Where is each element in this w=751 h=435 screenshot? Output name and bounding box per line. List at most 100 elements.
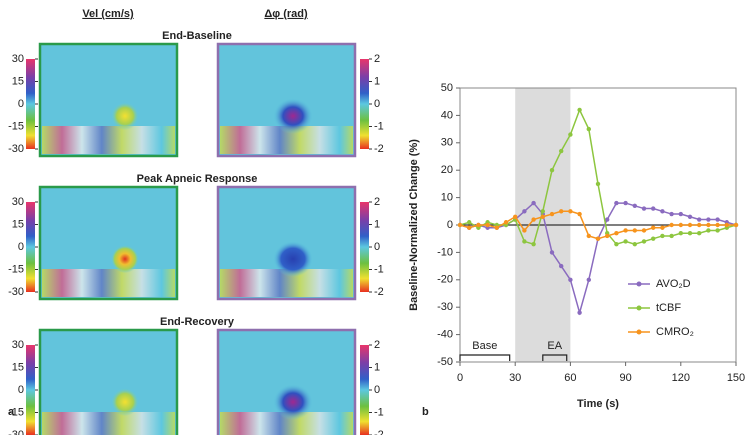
- image-noise: [220, 412, 353, 435]
- image-frame: [216, 185, 357, 301]
- data-point: [467, 225, 472, 230]
- colorbar-tick-label: -15: [8, 263, 24, 275]
- data-point: [605, 233, 610, 239]
- data-point: [651, 225, 656, 230]
- data-point: [522, 239, 527, 244]
- x-axis-label: Time (s): [577, 398, 619, 410]
- data-point: [706, 228, 711, 233]
- y-axis-label: Baseline-Normalized Change (%): [408, 139, 420, 311]
- image-blob: [273, 384, 313, 420]
- bracket: [459, 354, 511, 361]
- colorbar-tick-label: 15: [12, 361, 24, 373]
- colorbar-tick-label: -1: [374, 406, 384, 418]
- image-frame: [38, 328, 179, 435]
- data-point: [706, 222, 711, 228]
- colorbar: [360, 202, 369, 292]
- data-point: [605, 217, 610, 222]
- x-tick-label: 0: [457, 372, 463, 384]
- column-title: Δφ (rad): [264, 8, 308, 20]
- panel-a: a Vel (cm/s) Δφ (rad) End-Baseline 30 15 0 -15 -…: [8, 8, 384, 435]
- data-point: [651, 236, 656, 241]
- data-point: [494, 225, 499, 230]
- series-line: [459, 108, 737, 246]
- panel-b: -50 -40 -30 -20 -10 0 10 20 30 40 50 0 30 60 90 120 150 T…: [408, 82, 745, 418]
- data-point: [568, 277, 573, 282]
- data-point: [641, 228, 647, 233]
- data-point: [733, 222, 739, 228]
- y-tick-label: 50: [441, 82, 453, 94]
- y-tick-label: 40: [441, 109, 453, 121]
- legend-marker: [636, 281, 642, 287]
- legend-marker: [636, 305, 642, 311]
- data-point: [568, 209, 573, 214]
- data-point: [687, 222, 693, 228]
- colorbar-tick-label: 2: [374, 196, 380, 208]
- data-point: [586, 277, 591, 282]
- colorbar-tick-label: 30: [12, 339, 24, 351]
- data-point: [614, 200, 619, 206]
- data-point: [586, 126, 591, 132]
- row-title: End-Recovery: [160, 316, 235, 328]
- colorbar: [26, 59, 35, 149]
- data-point: [669, 222, 674, 228]
- data-point: [715, 217, 720, 222]
- data-point: [641, 206, 647, 211]
- colorbar: [26, 345, 35, 435]
- colorbar-tick-label: -30: [8, 286, 24, 298]
- x-tick-label: 30: [509, 372, 521, 384]
- data-point: [623, 239, 628, 244]
- legend-marker: [636, 329, 642, 335]
- y-tick-label: -50: [437, 356, 453, 368]
- colorbar: [360, 59, 369, 149]
- row-title: End-Baseline: [162, 30, 232, 42]
- colorbar-tick-label: -2: [374, 429, 384, 435]
- y-tick-label: 30: [441, 137, 453, 149]
- colorbar-tick-label: 1: [374, 75, 380, 87]
- colorbar: [26, 202, 35, 292]
- colorbar-tick-label: 15: [12, 75, 24, 87]
- colorbar-tick-label: -1: [374, 263, 384, 275]
- image-frame: [38, 42, 179, 158]
- data-point: [669, 233, 674, 239]
- image-noise: [42, 412, 175, 435]
- data-point: [678, 211, 683, 217]
- y-tick-label: 10: [441, 192, 453, 204]
- colorbar-tick-label: -30: [8, 429, 24, 435]
- legend-label: AVO₂D: [656, 278, 691, 290]
- colorbar-tick-label: -15: [8, 120, 24, 132]
- data-point: [706, 217, 711, 222]
- image-blob: [273, 241, 313, 277]
- data-point: [559, 263, 564, 269]
- image-frame: [216, 42, 357, 158]
- panel-label: a: [8, 406, 15, 418]
- colorbar-tick-label: 1: [374, 361, 380, 373]
- data-point: [595, 236, 601, 241]
- data-point: [559, 209, 564, 214]
- data-point: [513, 214, 518, 219]
- y-tick-label: 0: [447, 219, 453, 231]
- data-point: [568, 132, 573, 137]
- data-point: [540, 214, 545, 219]
- colorbar-tick-label: 0: [374, 241, 380, 253]
- data-point: [457, 222, 463, 228]
- data-point: [559, 148, 564, 154]
- colorbar-tick-label: 2: [374, 339, 380, 351]
- data-point: [577, 310, 582, 315]
- image-blob: [111, 102, 139, 130]
- image-frame: [38, 185, 179, 301]
- image-frame: [216, 328, 357, 435]
- data-point: [687, 214, 693, 219]
- data-point: [549, 168, 555, 173]
- y-tick-label: 20: [441, 164, 453, 176]
- data-point: [503, 220, 509, 225]
- data-point: [669, 211, 674, 217]
- data-point: [531, 241, 536, 247]
- bracket: [542, 354, 568, 361]
- legend-label: CMRO₂: [656, 326, 694, 338]
- data-point: [540, 209, 545, 214]
- data-point: [715, 222, 720, 228]
- data-point: [660, 233, 665, 239]
- data-point: [715, 228, 720, 233]
- colorbar-tick-label: 0: [18, 241, 24, 253]
